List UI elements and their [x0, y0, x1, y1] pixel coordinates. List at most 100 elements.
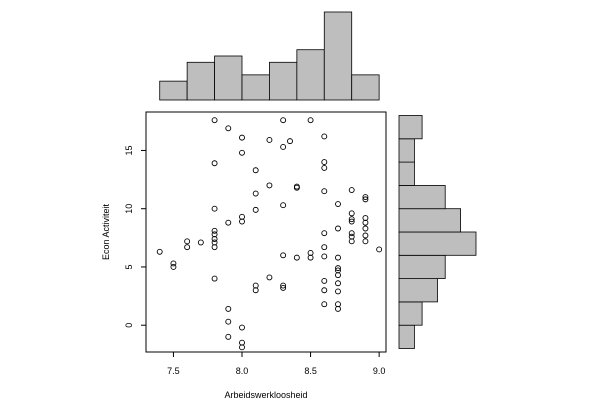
data-point [335, 265, 341, 272]
x-tick-label: 8.0 [236, 366, 249, 376]
data-point [156, 248, 163, 255]
data-point [307, 117, 314, 124]
data-point [321, 230, 328, 237]
x-tick-label: 9.0 [373, 366, 386, 376]
data-point [335, 254, 341, 261]
y-histogram-bar [398, 161, 415, 186]
x-tick-label: 8.5 [304, 366, 317, 376]
x-histogram-bar [214, 55, 243, 101]
y-histogram-bar [398, 278, 438, 303]
data-point [348, 216, 355, 223]
data-point [252, 190, 259, 197]
data-point [293, 254, 300, 261]
data-point [266, 274, 273, 281]
data-point [335, 201, 341, 207]
y-histogram-bar [398, 115, 423, 140]
scatter-points [156, 117, 383, 351]
data-point [307, 254, 314, 261]
data-point [280, 284, 287, 291]
x-histogram-bar [241, 74, 270, 101]
y-histogram-bar [398, 324, 415, 349]
data-point [266, 182, 273, 189]
y-histogram-bar [398, 254, 446, 280]
x-histogram-bar [186, 61, 215, 101]
data-point [280, 282, 287, 289]
data-point [225, 219, 232, 226]
data-point [321, 188, 328, 195]
data-point [321, 277, 328, 284]
data-point [211, 236, 218, 242]
data-point [211, 244, 218, 251]
data-point [335, 280, 341, 287]
data-point [225, 305, 232, 312]
data-point [362, 232, 369, 239]
data-point [348, 230, 355, 237]
x-tick-label: 7.5 [167, 366, 180, 376]
x-histogram-bar [159, 80, 188, 101]
data-point [362, 225, 369, 232]
data-point [211, 117, 218, 124]
data-point [225, 333, 232, 340]
data-point [376, 246, 383, 253]
data-point [362, 194, 369, 200]
data-point [362, 219, 369, 226]
data-point [252, 206, 259, 213]
data-point [335, 305, 341, 312]
data-point [252, 287, 259, 294]
data-point [348, 210, 355, 217]
data-point [335, 225, 341, 232]
data-point [211, 160, 218, 167]
x-histogram-bar [296, 49, 325, 101]
y-histogram-bar [398, 301, 423, 326]
data-point [293, 184, 300, 191]
data-point [280, 252, 287, 259]
x-axis-label: Arbeidswerkloosheid [224, 390, 307, 400]
data-point [170, 264, 177, 270]
y-marginal-histogram [398, 115, 477, 349]
data-point [280, 144, 287, 150]
data-point [321, 244, 328, 251]
data-point [280, 202, 287, 209]
data-point [321, 301, 328, 308]
data-point [348, 218, 355, 225]
data-point [321, 133, 328, 140]
data-point [348, 187, 355, 194]
y-histogram-bar [398, 231, 477, 256]
data-point [184, 238, 191, 245]
y-tick-label: 15 [124, 145, 134, 155]
y-tick-label: 10 [124, 204, 134, 214]
y-tick-label: 5 [124, 264, 134, 269]
data-point [211, 275, 218, 282]
y-histogram-bar [398, 138, 415, 163]
data-point [170, 260, 177, 267]
y-histogram-bar [398, 208, 461, 233]
x-marginal-histogram [159, 11, 380, 101]
x-histogram-bar [351, 74, 380, 101]
data-point [239, 324, 245, 331]
data-point [239, 218, 245, 225]
x-histogram-bar [323, 11, 353, 101]
data-point [321, 287, 328, 294]
data-point [266, 137, 273, 143]
data-point [348, 238, 355, 245]
data-point [321, 164, 328, 171]
data-point [211, 227, 218, 234]
x-axis: 7.5 8.0 8.5 9.0 [167, 351, 386, 376]
data-point [211, 205, 218, 212]
data-point [239, 134, 245, 141]
y-axis-label: Econ Activiteit [101, 203, 111, 260]
data-point [239, 344, 245, 351]
data-point [362, 196, 369, 203]
y-histogram-bar [398, 184, 446, 210]
y-axis: 0 5 10 15 [124, 145, 147, 328]
data-point [335, 272, 341, 279]
data-point [239, 149, 245, 156]
data-point [321, 253, 328, 260]
x-histogram-bar [269, 61, 298, 101]
y-tick-label: 0 [124, 323, 134, 328]
data-point [225, 125, 232, 132]
data-point [252, 167, 259, 174]
data-point [287, 138, 293, 145]
